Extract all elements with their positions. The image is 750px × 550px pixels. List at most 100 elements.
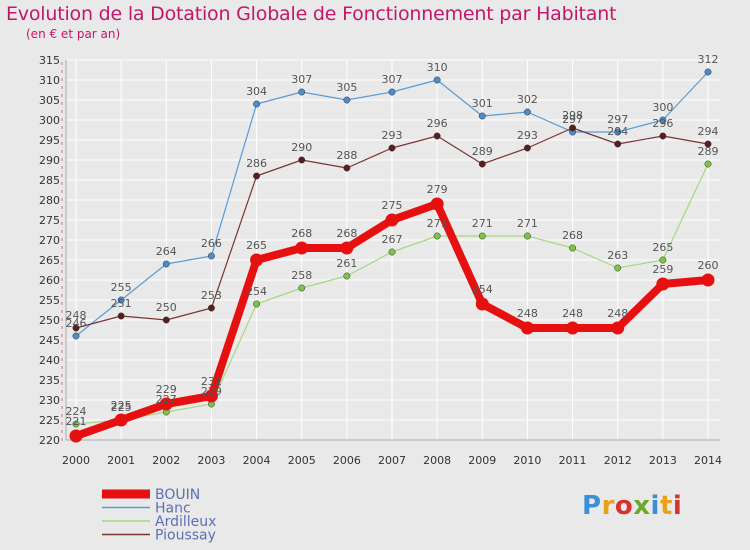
data-label-pioussay: 248: [66, 309, 87, 322]
logo-letter: o: [614, 491, 634, 521]
y-tick-label: 250: [39, 314, 60, 327]
data-point-ardilleux: [478, 232, 486, 240]
data-label-ardilleux: 229: [201, 385, 222, 398]
data-point-pioussay: [704, 140, 712, 148]
legend-label-ardilleux: Ardilleux: [155, 514, 216, 530]
data-point-pioussay: [569, 124, 577, 132]
data-label-bouin: 259: [652, 263, 673, 276]
data-point-bouin: [250, 253, 264, 267]
data-point-hanc: [659, 116, 667, 124]
data-label-ardilleux: 267: [382, 233, 403, 246]
data-label-hanc: 310: [427, 61, 448, 74]
data-point-ardilleux: [343, 272, 351, 280]
y-tick-label: 240: [39, 354, 60, 367]
x-tick-label: 2006: [333, 454, 361, 467]
data-label-ardilleux: 254: [246, 285, 267, 298]
data-label-bouin: 265: [246, 239, 267, 252]
data-label-ardilleux: 289: [698, 145, 719, 158]
data-label-ardilleux: 268: [562, 229, 583, 242]
y-tick-label: 235: [39, 374, 60, 387]
data-label-hanc: 300: [652, 101, 673, 114]
data-label-bouin: 279: [427, 183, 448, 196]
data-label-bouin: 221: [66, 415, 87, 428]
data-label-bouin: 248: [607, 307, 628, 320]
x-tick-label: 2000: [62, 454, 90, 467]
data-point-bouin: [385, 213, 399, 227]
data-point-ardilleux: [704, 160, 712, 168]
data-label-hanc: 305: [336, 81, 357, 94]
data-point-ardilleux: [72, 420, 80, 428]
data-point-pioussay: [298, 156, 306, 164]
data-label-pioussay: 251: [111, 297, 132, 310]
data-label-pioussay: 290: [291, 141, 312, 154]
x-tick-label: 2007: [378, 454, 406, 467]
data-label-pioussay: 296: [652, 117, 673, 130]
data-label-ardilleux: 265: [652, 241, 673, 254]
data-point-pioussay: [72, 324, 80, 332]
y-tick-label: 295: [39, 134, 60, 147]
x-tick-label: 2013: [649, 454, 677, 467]
data-point-hanc: [343, 96, 351, 104]
data-point-pioussay: [253, 172, 261, 180]
data-label-bouin: 248: [562, 307, 583, 320]
data-label-hanc: 307: [291, 73, 312, 86]
data-point-hanc: [523, 108, 531, 116]
y-tick-label: 285: [39, 174, 60, 187]
logo-letter: i: [650, 491, 660, 521]
y-tick-label: 275: [39, 214, 60, 227]
data-point-hanc: [614, 128, 622, 136]
chart-title: Evolution de la Dotation Globale de Fonc…: [6, 3, 617, 25]
data-label-hanc: 297: [562, 113, 583, 126]
data-label-bouin: 254: [472, 283, 493, 296]
data-label-ardilleux: 227: [156, 393, 177, 406]
y-tick-label: 230: [39, 394, 60, 407]
x-tick-label: 2014: [694, 454, 722, 467]
y-tick-label: 290: [39, 154, 60, 167]
data-point-hanc: [162, 260, 170, 268]
data-point-ardilleux: [569, 244, 577, 252]
data-label-ardilleux: 225: [111, 401, 132, 414]
data-label-bouin: 231: [201, 375, 222, 388]
data-point-bouin: [430, 197, 444, 211]
data-point-pioussay: [478, 160, 486, 168]
data-label-pioussay: 289: [472, 145, 493, 158]
axis-layer: 220 225 230 235 240 245 250 255 260 265 270 275 280 2…: [39, 54, 722, 467]
y-tick-label: 280: [39, 194, 60, 207]
data-point-ardilleux: [253, 300, 261, 308]
y-tick-label: 310: [39, 74, 60, 87]
x-tick-label: 2002: [152, 454, 180, 467]
x-tick-label: 2012: [604, 454, 632, 467]
y-tick-label: 225: [39, 414, 60, 427]
data-label-pioussay: 296: [427, 117, 448, 130]
data-point-bouin: [566, 321, 580, 335]
data-point-ardilleux: [298, 284, 306, 292]
data-label-bouin: 260: [698, 259, 719, 272]
data-point-hanc: [253, 100, 261, 108]
data-point-bouin: [520, 321, 534, 335]
data-label-hanc: 301: [472, 97, 493, 110]
data-point-ardilleux: [659, 256, 667, 264]
y-tick-label: 315: [39, 54, 60, 67]
series-hanc: [72, 68, 712, 340]
data-label-pioussay: 298: [562, 109, 583, 122]
data-point-bouin: [69, 429, 83, 443]
data-label-hanc: 266: [201, 237, 222, 250]
data-point-bouin: [114, 413, 128, 427]
data-point-ardilleux: [523, 232, 531, 240]
data-label-layer: 246 255 264 266 304 307 305 307 310 301 302 297 297 3…: [66, 53, 719, 428]
logo-letter: P: [582, 491, 602, 521]
data-label-hanc: 264: [156, 245, 177, 258]
data-label-bouin: 268: [291, 227, 312, 240]
data-point-pioussay: [207, 304, 215, 312]
logo-letter: r: [601, 491, 615, 521]
data-label-pioussay: 294: [607, 125, 628, 138]
data-label-pioussay: 253: [201, 289, 222, 302]
data-label-ardilleux: 271: [517, 217, 538, 230]
data-point-hanc: [298, 88, 306, 96]
data-point-ardilleux: [388, 248, 396, 256]
x-tick-label: 2004: [243, 454, 271, 467]
data-label-bouin: 275: [382, 199, 403, 212]
x-tick-label: 2003: [197, 454, 225, 467]
